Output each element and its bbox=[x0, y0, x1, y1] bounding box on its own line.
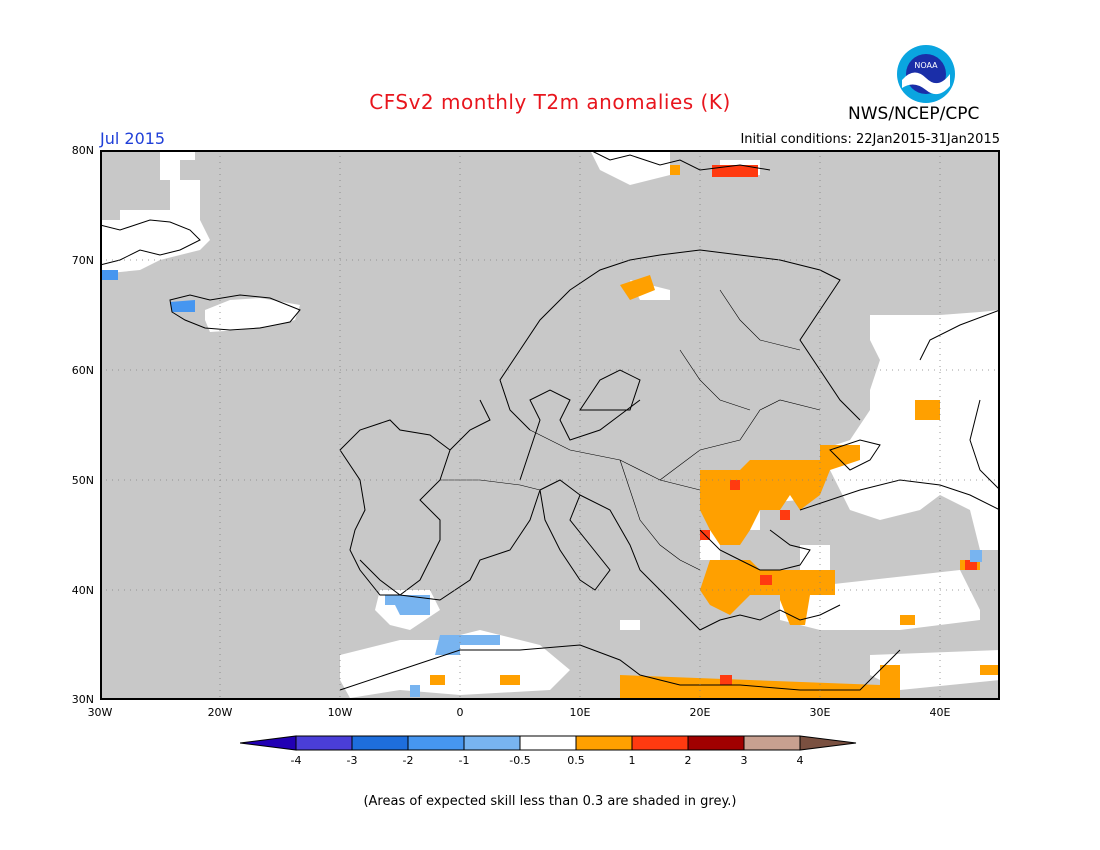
colorbar-segment bbox=[519, 735, 577, 751]
lon-label-30e: 30E bbox=[809, 706, 831, 719]
colorbar-segment bbox=[407, 735, 465, 751]
blue-anomaly-regions bbox=[385, 550, 982, 697]
lon-label-40e: 40E bbox=[929, 706, 951, 719]
map-canvas bbox=[100, 150, 1000, 700]
lon-label-10e: 10E bbox=[569, 706, 591, 719]
colorbar-segment bbox=[295, 735, 353, 751]
lon-label-30w: 30W bbox=[87, 706, 113, 719]
colorbar-segment-lower-extend bbox=[240, 735, 297, 751]
colorbar-tick-label: -4 bbox=[290, 754, 302, 767]
colorbar-tick-label: -3 bbox=[346, 754, 358, 767]
colorbar-segment bbox=[575, 735, 633, 751]
anomaly-map bbox=[100, 150, 1000, 700]
skill-footnote: (Areas of expected skill less than 0.3 a… bbox=[363, 794, 737, 809]
lon-label-0: 0 bbox=[456, 706, 464, 719]
colorbar-tick-label: -2 bbox=[402, 754, 414, 767]
organization-label: NWS/NCEP/CPC bbox=[848, 104, 980, 124]
colorbar-segment bbox=[463, 735, 521, 751]
lat-label-60n: 60N bbox=[71, 364, 94, 377]
forecast-period: Jul 2015 bbox=[100, 129, 166, 148]
lat-label-70n: 70N bbox=[71, 254, 94, 267]
graticule bbox=[100, 150, 1000, 700]
lat-label-30n: 30N bbox=[71, 693, 94, 706]
lon-label-20e: 20E bbox=[689, 706, 711, 719]
colorbar-tick-label: 1 bbox=[628, 754, 636, 767]
colorbar-segment bbox=[687, 735, 745, 751]
colorbar-segment-upper-extend bbox=[799, 735, 857, 751]
orange-anomaly-regions bbox=[430, 165, 1000, 700]
map-frame bbox=[100, 150, 1000, 700]
white-regions bbox=[100, 150, 1000, 698]
colorbar-tick-label: 3 bbox=[740, 754, 748, 767]
colorbar-tick-label: 4 bbox=[796, 754, 804, 767]
colorbar-tick-label: -1 bbox=[458, 754, 470, 767]
initial-conditions: Initial conditions: 22Jan2015-31Jan2015 bbox=[740, 132, 1000, 147]
lat-label-40n: 40N bbox=[71, 584, 94, 597]
color-scale-bar bbox=[240, 735, 857, 751]
colorbar-tick-label: 0.5 bbox=[567, 754, 585, 767]
noaa-logo-icon: NOAA bbox=[897, 45, 955, 103]
colorbar-segment bbox=[351, 735, 409, 751]
noaa-logo-text: NOAA bbox=[914, 61, 938, 70]
colorbar-tick-label: -0.5 bbox=[509, 754, 531, 767]
coastlines bbox=[100, 150, 1000, 691]
lat-label-50n: 50N bbox=[71, 474, 94, 487]
map-title: CFSv2 monthly T2m anomalies (K) bbox=[369, 90, 731, 114]
lat-label-80n: 80N bbox=[71, 144, 94, 157]
colorbar-tick-label: 2 bbox=[684, 754, 692, 767]
mid-blue-regions bbox=[100, 270, 195, 312]
colorbar-segment bbox=[743, 735, 801, 751]
lon-label-20w: 20W bbox=[207, 706, 233, 719]
lon-label-10w: 10W bbox=[327, 706, 353, 719]
colorbar-segment bbox=[631, 735, 689, 751]
